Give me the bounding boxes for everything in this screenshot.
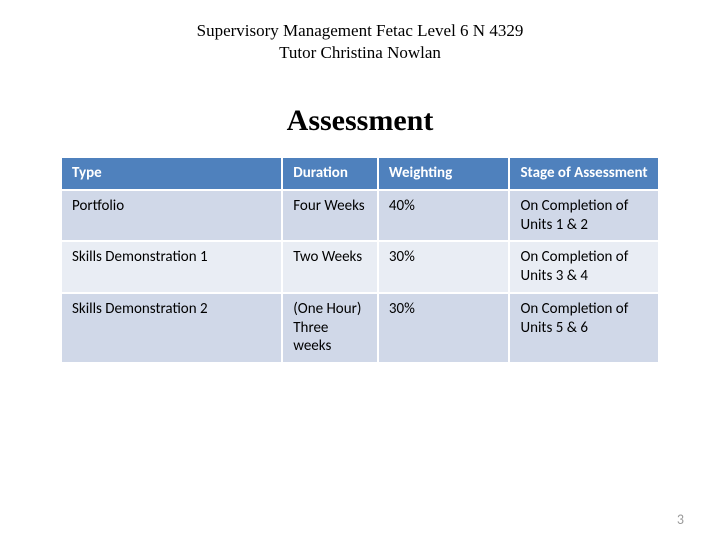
assessment-table: Type Duration Weighting Stage of Assessm… xyxy=(60,156,660,364)
table-row: Portfolio Four Weeks 40% On Completion o… xyxy=(61,190,659,242)
cell-stage: On Completion of Units 5 & 6 xyxy=(509,293,659,363)
cell-duration: Two Weeks xyxy=(282,241,378,293)
col-header-weighting: Weighting xyxy=(378,157,510,190)
cell-duration: (One Hour) Three weeks xyxy=(282,293,378,363)
cell-duration: Four Weeks xyxy=(282,190,378,242)
cell-type: Portfolio xyxy=(61,190,282,242)
table-row: Skills Demonstration 2 (One Hour) Three … xyxy=(61,293,659,363)
header-line-1: Supervisory Management Fetac Level 6 N 4… xyxy=(60,20,660,42)
page-title: Assessment xyxy=(60,104,660,138)
col-header-type: Type xyxy=(61,157,282,190)
slide-page: Supervisory Management Fetac Level 6 N 4… xyxy=(0,0,720,540)
cell-weighting: 30% xyxy=(378,241,510,293)
table-header-row: Type Duration Weighting Stage of Assessm… xyxy=(61,157,659,190)
cell-weighting: 30% xyxy=(378,293,510,363)
cell-weighting: 40% xyxy=(378,190,510,242)
table-row: Skills Demonstration 1 Two Weeks 30% On … xyxy=(61,241,659,293)
cell-type: Skills Demonstration 2 xyxy=(61,293,282,363)
col-header-stage: Stage of Assessment xyxy=(509,157,659,190)
header-line-2: Tutor Christina Nowlan xyxy=(60,42,660,64)
cell-type: Skills Demonstration 1 xyxy=(61,241,282,293)
cell-stage: On Completion of Units 3 & 4 xyxy=(509,241,659,293)
cell-stage: On Completion of Units 1 & 2 xyxy=(509,190,659,242)
col-header-duration: Duration xyxy=(282,157,378,190)
page-number: 3 xyxy=(677,511,684,528)
